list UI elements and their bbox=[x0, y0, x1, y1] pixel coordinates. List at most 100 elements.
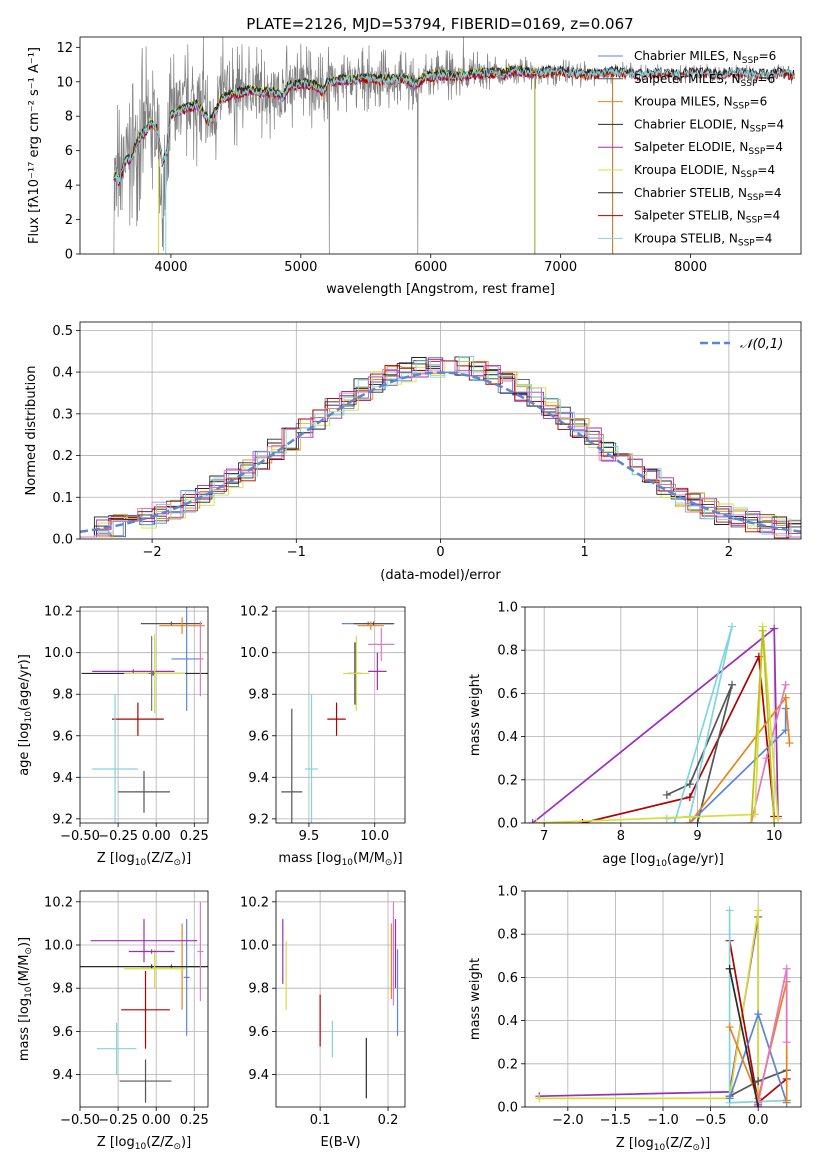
y-tick-label: 9.4 bbox=[248, 771, 269, 786]
histogram-1 bbox=[82, 357, 801, 538]
weight-line-0 bbox=[539, 916, 760, 1105]
panel-age_vs_mass: 9.5 10.0 9.2 9.4 9.6 9.8 10.0 10.2 mass [log10(M… bbox=[240, 605, 406, 868]
y-tick-label: 9.8 bbox=[52, 982, 73, 997]
y-axis-label: age [log10(age/yr)] bbox=[17, 654, 34, 776]
weight-marker bbox=[785, 739, 794, 748]
x-axis-label: E(B-V) bbox=[320, 1135, 360, 1150]
x-axis-label: age [log10(age/yr)] bbox=[602, 852, 724, 869]
x-tick-label: 7 bbox=[540, 829, 548, 844]
plot-area bbox=[276, 891, 405, 1107]
weight-marker bbox=[762, 754, 771, 763]
weight-marker bbox=[725, 1023, 734, 1032]
y-tick-label: 6 bbox=[65, 144, 73, 159]
weight-marker bbox=[782, 1096, 791, 1105]
x-tick-label: 0.2 bbox=[378, 1113, 399, 1128]
weight-marker bbox=[754, 906, 763, 915]
weight-line-1 bbox=[539, 910, 760, 1103]
y-tick-label: 9.4 bbox=[52, 1068, 73, 1083]
plot-area bbox=[525, 607, 801, 823]
x-tick-label: 5000 bbox=[284, 260, 317, 275]
legend-entry: Chabrier ELODIE, NSSP=4 bbox=[634, 117, 784, 134]
weight-marker bbox=[754, 1010, 763, 1019]
y-tick-label: 10.0 bbox=[44, 939, 73, 954]
y-tick-label: 10 bbox=[56, 75, 73, 90]
y-tick-label: 9.2 bbox=[52, 812, 73, 827]
x-tick-label: −1 bbox=[287, 545, 306, 560]
weight-marker bbox=[528, 819, 537, 823]
y-tick-label: 10.2 bbox=[44, 605, 73, 620]
weight-marker bbox=[728, 680, 736, 689]
x-tick-label: −2 bbox=[143, 545, 162, 560]
weight-marker bbox=[725, 1094, 734, 1103]
y-tick-label: 0.1 bbox=[52, 491, 73, 506]
y-tick-label: 0 bbox=[65, 248, 73, 263]
weight-marker bbox=[782, 1038, 791, 1047]
legend-entry: Chabrier MILES, NSSP=6 bbox=[634, 49, 776, 66]
weight-marker bbox=[754, 1103, 763, 1107]
y-tick-label: 0.8 bbox=[497, 928, 518, 943]
x-tick-label: 7000 bbox=[544, 260, 577, 275]
weight-marker bbox=[685, 819, 694, 823]
axes-frame bbox=[524, 606, 802, 824]
y-tick-label: 10.2 bbox=[44, 895, 73, 910]
y-tick-label: 9.2 bbox=[248, 812, 269, 827]
x-axis-label: (data-model)/error bbox=[380, 568, 501, 583]
y-tick-label: 0.8 bbox=[497, 644, 518, 659]
panel-age_vs_Z: −0.50−0.25 0.00 0.25 9.2 9.4 9.6 9.8 10.0 10.2 Z … bbox=[17, 605, 209, 868]
y-tick-label: 10.2 bbox=[240, 895, 269, 910]
x-tick-label: −0.5 bbox=[695, 1113, 727, 1128]
x-tick-label: 6000 bbox=[414, 260, 447, 275]
x-axis-label: Z [log10(Z/Z⊙)] bbox=[616, 1136, 710, 1153]
axes-frame bbox=[79, 321, 802, 540]
x-tick-label: −1.5 bbox=[600, 1113, 632, 1128]
panel-mass_vs_EBV: 0.1 0.2 9.4 9.6 9.8 10.0 10.2 E(B-V) bbox=[240, 890, 406, 1150]
axes-frame bbox=[79, 606, 209, 824]
normal-curve bbox=[80, 371, 801, 533]
y-tick-label: 9.8 bbox=[52, 688, 73, 703]
y-tick-label: 2 bbox=[65, 213, 73, 228]
y-tick-label: 10.2 bbox=[240, 605, 269, 620]
weight-marker bbox=[770, 624, 779, 633]
y-tick-label: 12 bbox=[56, 41, 73, 56]
axes-frame bbox=[79, 890, 209, 1108]
y-axis-label: Flux [fλ10⁻¹⁷ erg cm⁻² s⁻¹ A⁻¹] bbox=[27, 47, 42, 244]
weight-marker bbox=[754, 1077, 763, 1086]
x-tick-label: −0.50 bbox=[60, 1113, 100, 1128]
x-tick-label: −0.25 bbox=[98, 829, 138, 844]
legend-entry: Kroupa ELODIE, NSSP=4 bbox=[634, 163, 775, 180]
weight-marker bbox=[728, 622, 736, 631]
x-tick-label: 0.00 bbox=[142, 829, 171, 844]
y-tick-label: 10.0 bbox=[44, 646, 73, 661]
weight-marker bbox=[535, 1094, 544, 1103]
y-tick-label: 9.4 bbox=[52, 771, 73, 786]
x-axis-label: wavelength [Angstrom, rest frame] bbox=[326, 282, 555, 297]
x-axis-label: mass [log10(M/M⊙)] bbox=[278, 851, 402, 868]
y-tick-label: 9.6 bbox=[248, 729, 269, 744]
y-axis-label: mass weight bbox=[468, 674, 483, 756]
panel-mass_vs_Z: −0.50−0.25 0.00 0.25 9.4 9.6 9.8 10.0 10.2 Z [lo… bbox=[17, 890, 209, 1152]
y-tick-label: 9.8 bbox=[248, 982, 269, 997]
weight-marker bbox=[725, 964, 734, 973]
legend-entry: Kroupa MILES, NSSP=6 bbox=[634, 95, 767, 112]
weight-line-2 bbox=[666, 684, 733, 823]
weight-line-0 bbox=[532, 626, 779, 823]
legend-entry: Chabrier STELIB, NSSP=4 bbox=[634, 186, 782, 203]
x-tick-label: 9 bbox=[693, 829, 701, 844]
legend-entry: Salpeter ELODIE, NSSP=4 bbox=[634, 140, 783, 157]
x-tick-label: 0.00 bbox=[142, 1113, 171, 1128]
y-tick-label: 0.2 bbox=[497, 773, 518, 788]
histogram-8 bbox=[84, 356, 801, 538]
model-line-7 bbox=[113, 68, 795, 187]
y-tick-label: 10.0 bbox=[240, 646, 269, 661]
weight-marker bbox=[782, 964, 791, 973]
legend-entry: Salpeter STELIB, NSSP=4 bbox=[634, 209, 780, 226]
x-tick-label: 10.0 bbox=[360, 829, 389, 844]
histogram-9 bbox=[80, 360, 801, 538]
y-tick-label: 0.0 bbox=[497, 1101, 518, 1116]
y-tick-label: 9.8 bbox=[248, 688, 269, 703]
y-tick-label: 0.3 bbox=[52, 407, 73, 422]
x-tick-label: −0.25 bbox=[98, 1113, 138, 1128]
y-tick-label: 0.4 bbox=[497, 1014, 518, 1029]
y-tick-label: 0.6 bbox=[497, 971, 518, 986]
